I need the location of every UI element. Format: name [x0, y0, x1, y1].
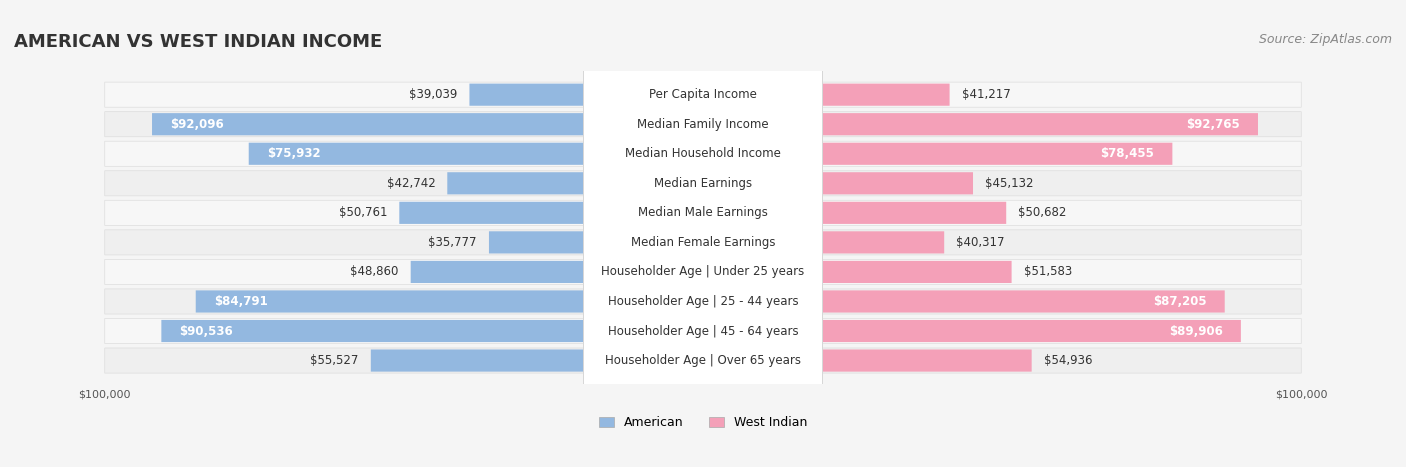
FancyBboxPatch shape — [583, 0, 823, 467]
FancyBboxPatch shape — [583, 0, 823, 467]
FancyBboxPatch shape — [104, 200, 1302, 226]
FancyBboxPatch shape — [195, 290, 703, 312]
FancyBboxPatch shape — [104, 318, 1302, 344]
FancyBboxPatch shape — [583, 0, 823, 467]
FancyBboxPatch shape — [703, 320, 1241, 342]
Text: $48,860: $48,860 — [350, 265, 399, 278]
FancyBboxPatch shape — [703, 349, 1032, 372]
FancyBboxPatch shape — [162, 320, 703, 342]
FancyBboxPatch shape — [703, 290, 1225, 312]
FancyBboxPatch shape — [371, 349, 703, 372]
Text: $90,536: $90,536 — [180, 325, 233, 338]
Text: $54,936: $54,936 — [1043, 354, 1092, 367]
Text: $39,039: $39,039 — [409, 88, 457, 101]
Text: $75,932: $75,932 — [267, 147, 321, 160]
FancyBboxPatch shape — [703, 261, 1011, 283]
Text: Per Capita Income: Per Capita Income — [650, 88, 756, 101]
FancyBboxPatch shape — [249, 143, 703, 165]
FancyBboxPatch shape — [399, 202, 703, 224]
Text: $78,455: $78,455 — [1101, 147, 1154, 160]
Text: Householder Age | 45 - 64 years: Householder Age | 45 - 64 years — [607, 325, 799, 338]
Text: $89,906: $89,906 — [1168, 325, 1223, 338]
FancyBboxPatch shape — [470, 84, 703, 106]
Text: Source: ZipAtlas.com: Source: ZipAtlas.com — [1258, 33, 1392, 46]
FancyBboxPatch shape — [104, 141, 1302, 166]
Text: Median Male Earnings: Median Male Earnings — [638, 206, 768, 219]
FancyBboxPatch shape — [152, 113, 703, 135]
FancyBboxPatch shape — [703, 202, 1007, 224]
FancyBboxPatch shape — [703, 172, 973, 194]
FancyBboxPatch shape — [583, 0, 823, 467]
FancyBboxPatch shape — [583, 0, 823, 467]
FancyBboxPatch shape — [703, 143, 1173, 165]
Text: Median Family Income: Median Family Income — [637, 118, 769, 131]
Text: $92,096: $92,096 — [170, 118, 224, 131]
Text: $92,765: $92,765 — [1187, 118, 1240, 131]
FancyBboxPatch shape — [583, 0, 823, 467]
Text: $50,682: $50,682 — [1018, 206, 1067, 219]
FancyBboxPatch shape — [703, 113, 1258, 135]
Text: $45,132: $45,132 — [986, 177, 1033, 190]
FancyBboxPatch shape — [447, 172, 703, 194]
Text: Householder Age | 25 - 44 years: Householder Age | 25 - 44 years — [607, 295, 799, 308]
FancyBboxPatch shape — [104, 259, 1302, 284]
FancyBboxPatch shape — [104, 348, 1302, 373]
FancyBboxPatch shape — [583, 0, 823, 467]
Text: Median Female Earnings: Median Female Earnings — [631, 236, 775, 249]
Text: $50,761: $50,761 — [339, 206, 387, 219]
Text: $41,217: $41,217 — [962, 88, 1011, 101]
Text: Householder Age | Over 65 years: Householder Age | Over 65 years — [605, 354, 801, 367]
Text: AMERICAN VS WEST INDIAN INCOME: AMERICAN VS WEST INDIAN INCOME — [14, 33, 382, 51]
FancyBboxPatch shape — [583, 0, 823, 467]
Text: $40,317: $40,317 — [956, 236, 1005, 249]
Text: Median Household Income: Median Household Income — [626, 147, 780, 160]
FancyBboxPatch shape — [411, 261, 703, 283]
Text: Median Earnings: Median Earnings — [654, 177, 752, 190]
Text: $51,583: $51,583 — [1024, 265, 1071, 278]
Text: $35,777: $35,777 — [429, 236, 477, 249]
FancyBboxPatch shape — [104, 112, 1302, 137]
FancyBboxPatch shape — [104, 82, 1302, 107]
FancyBboxPatch shape — [703, 84, 949, 106]
Text: $42,742: $42,742 — [387, 177, 436, 190]
Text: $87,205: $87,205 — [1153, 295, 1206, 308]
FancyBboxPatch shape — [583, 0, 823, 467]
FancyBboxPatch shape — [583, 0, 823, 467]
FancyBboxPatch shape — [104, 230, 1302, 255]
FancyBboxPatch shape — [489, 231, 703, 254]
Legend: American, West Indian: American, West Indian — [593, 411, 813, 434]
Text: $84,791: $84,791 — [214, 295, 267, 308]
Text: Householder Age | Under 25 years: Householder Age | Under 25 years — [602, 265, 804, 278]
Text: $55,527: $55,527 — [311, 354, 359, 367]
FancyBboxPatch shape — [104, 171, 1302, 196]
FancyBboxPatch shape — [104, 289, 1302, 314]
FancyBboxPatch shape — [703, 231, 945, 254]
